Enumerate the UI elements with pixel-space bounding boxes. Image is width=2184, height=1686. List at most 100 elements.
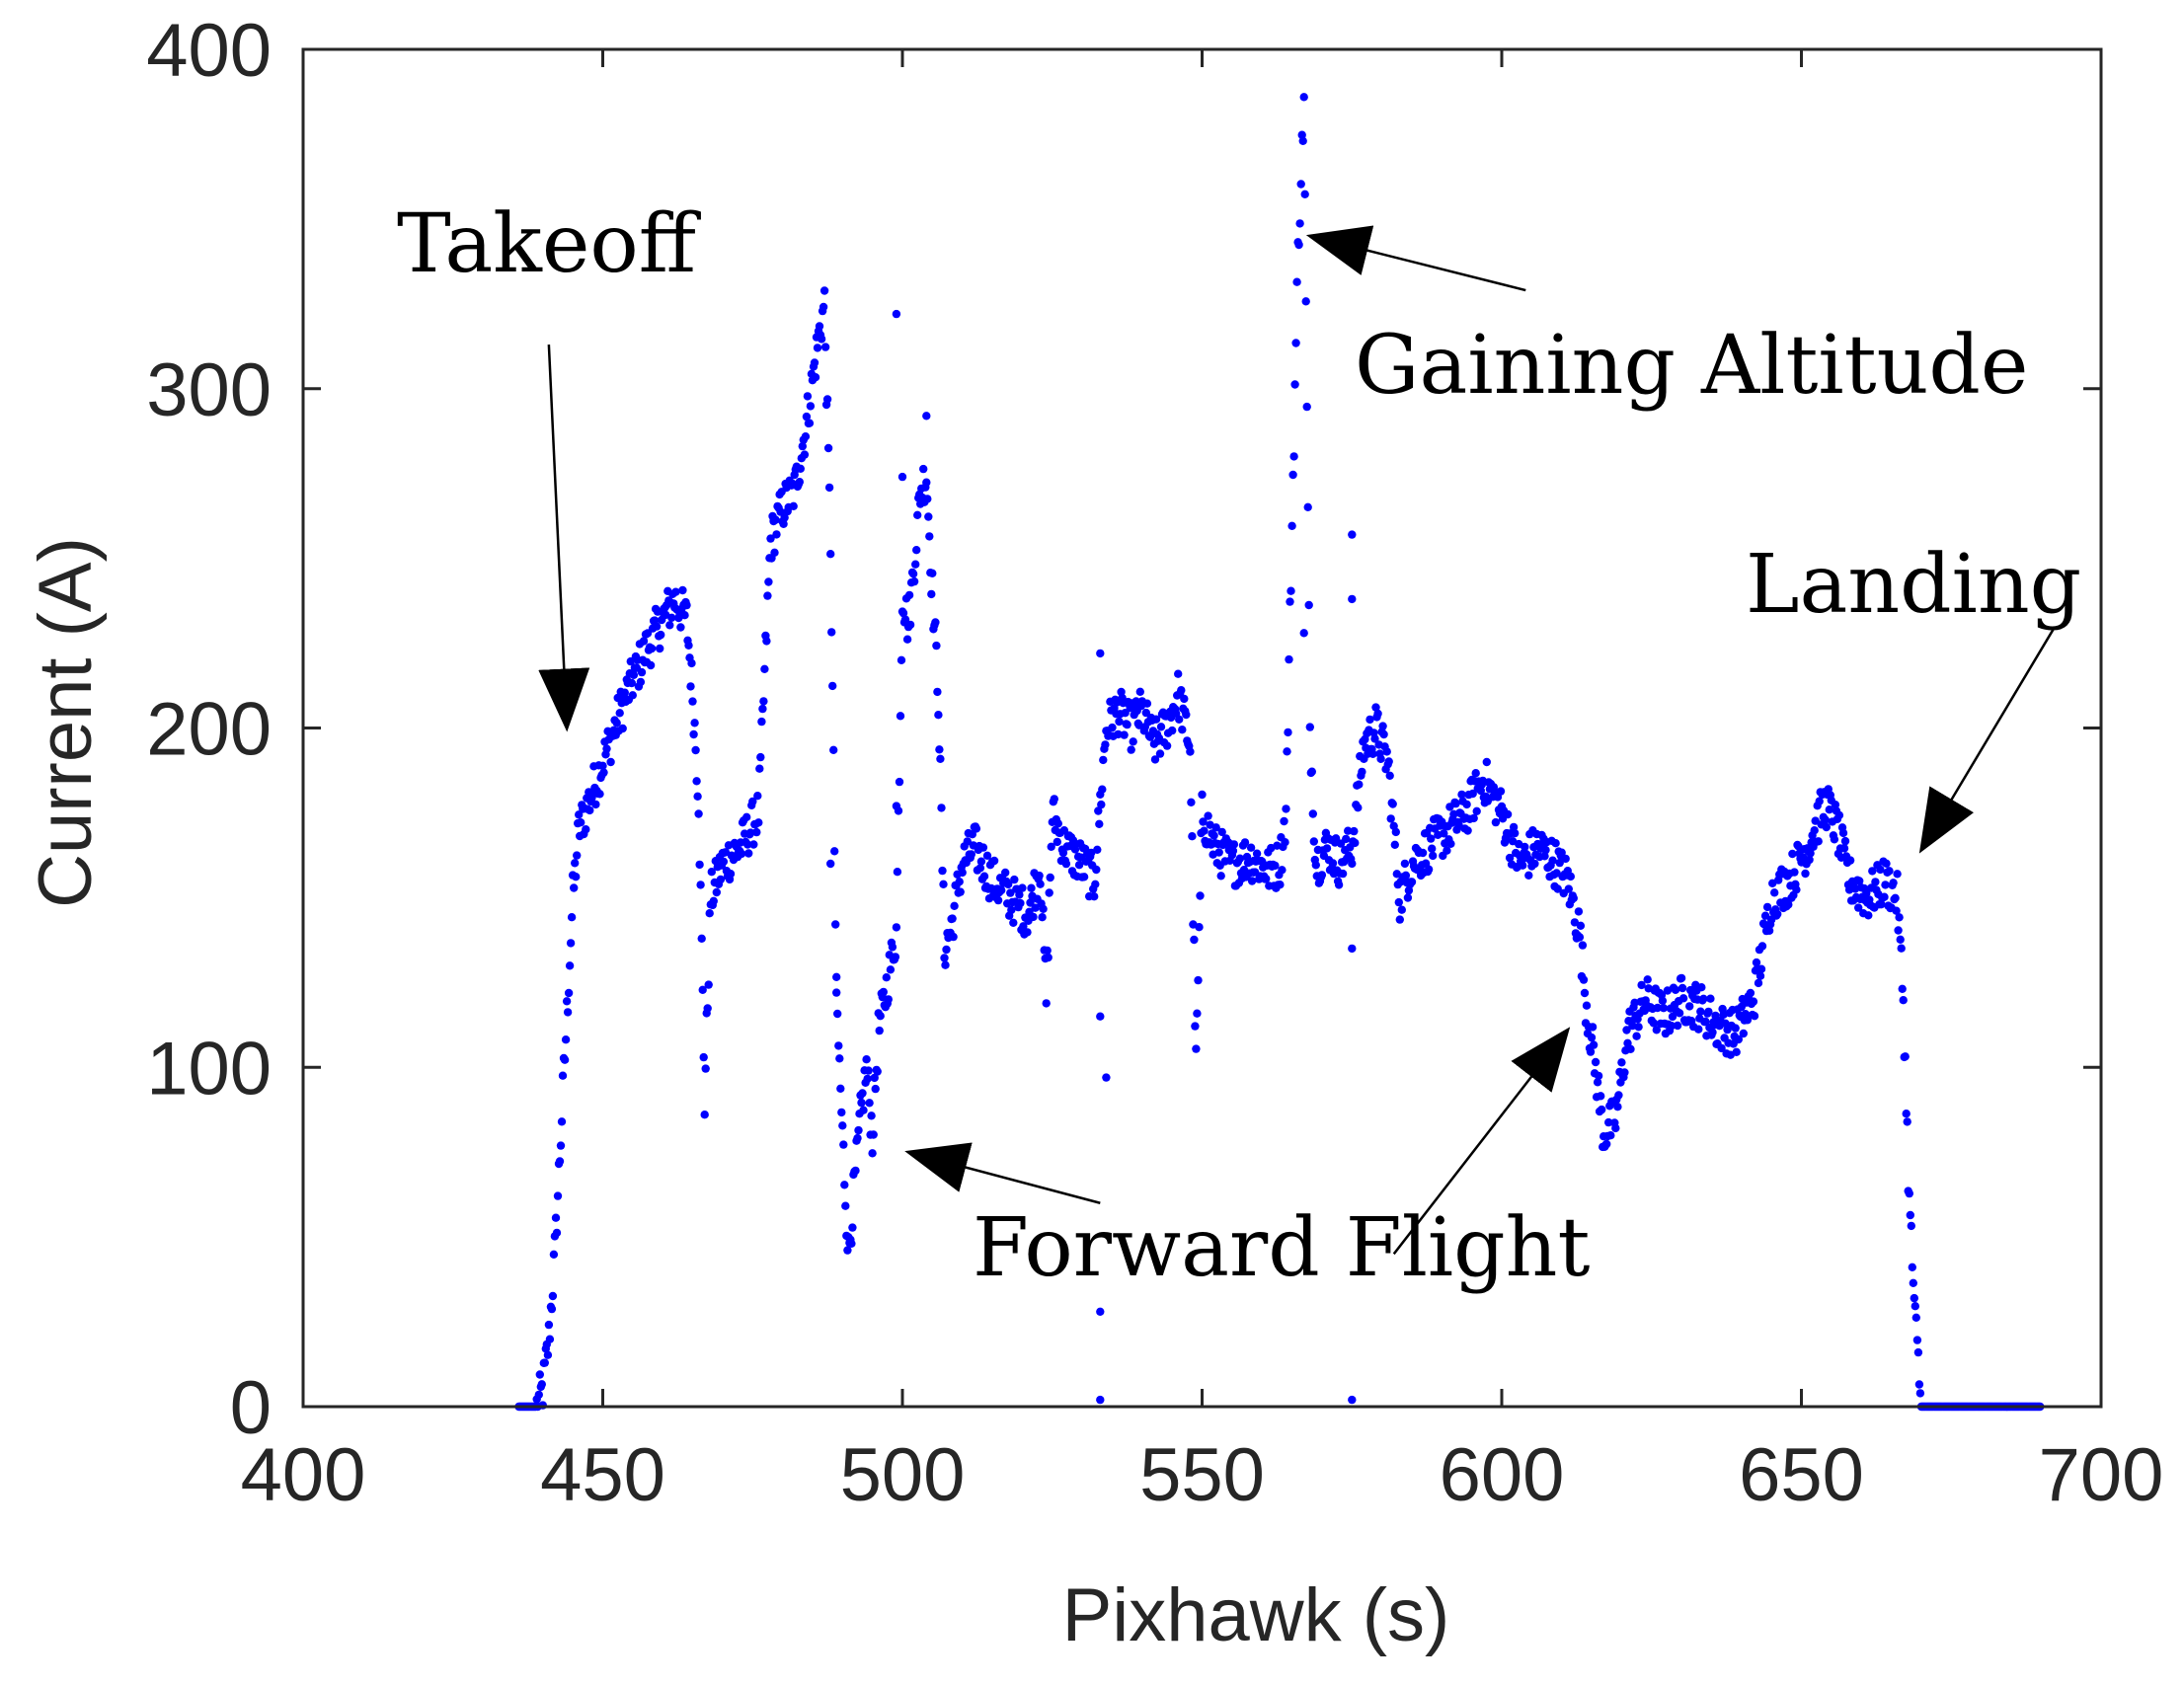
data-point bbox=[656, 644, 664, 653]
data-point bbox=[896, 712, 905, 721]
data-point bbox=[1368, 749, 1377, 758]
y-tick-label: 100 bbox=[146, 1027, 272, 1111]
data-point bbox=[573, 851, 582, 860]
data-point bbox=[1503, 809, 1513, 819]
data-point bbox=[1303, 502, 1312, 511]
data-point bbox=[726, 870, 736, 879]
data-point bbox=[1388, 800, 1397, 808]
data-point bbox=[1300, 190, 1309, 198]
data-point bbox=[1204, 811, 1212, 820]
data-point bbox=[1150, 755, 1160, 764]
data-point bbox=[1810, 826, 1819, 835]
data-point bbox=[924, 512, 933, 521]
data-point bbox=[923, 495, 932, 503]
data-point bbox=[1902, 1110, 1911, 1118]
data-point bbox=[873, 1067, 882, 1076]
data-point bbox=[756, 752, 765, 762]
data-point bbox=[1893, 870, 1902, 879]
data-point bbox=[1811, 816, 1820, 825]
data-point bbox=[1591, 1057, 1600, 1067]
data-point bbox=[749, 840, 758, 849]
data-point bbox=[1155, 749, 1165, 758]
data-point bbox=[1282, 805, 1290, 813]
data-point bbox=[566, 939, 576, 948]
data-point bbox=[871, 1084, 880, 1094]
data-point bbox=[1027, 883, 1036, 892]
data-point bbox=[909, 576, 919, 586]
data-point bbox=[1018, 883, 1027, 892]
data-point bbox=[1351, 838, 1360, 848]
data-point bbox=[771, 515, 780, 524]
data-point bbox=[936, 754, 945, 763]
data-point bbox=[1108, 723, 1117, 732]
data-point bbox=[1424, 865, 1434, 874]
data-point bbox=[758, 704, 767, 714]
data-point bbox=[1061, 859, 1071, 869]
data-point bbox=[824, 483, 834, 493]
data-point bbox=[868, 1149, 877, 1158]
data-point bbox=[1743, 1016, 1753, 1025]
data-point bbox=[1009, 918, 1018, 927]
data-point bbox=[1358, 767, 1366, 777]
data-point bbox=[1304, 600, 1313, 610]
data-point bbox=[820, 343, 830, 351]
data-point bbox=[933, 687, 942, 697]
data-point bbox=[867, 1111, 876, 1120]
data-point bbox=[682, 600, 691, 610]
data-point bbox=[547, 1304, 557, 1314]
data-point bbox=[1376, 754, 1385, 763]
data-point bbox=[1121, 709, 1130, 718]
data-point bbox=[1451, 799, 1460, 808]
data-point bbox=[864, 1066, 873, 1075]
data-point bbox=[858, 1089, 867, 1098]
data-point bbox=[1302, 402, 1311, 412]
data-point bbox=[1400, 859, 1410, 869]
data-point bbox=[707, 868, 716, 877]
data-point bbox=[904, 590, 914, 600]
data-point bbox=[1806, 849, 1815, 858]
data-point bbox=[704, 980, 713, 989]
data-point bbox=[1016, 898, 1025, 908]
x-tick-label: 500 bbox=[840, 1433, 966, 1517]
data-point bbox=[1348, 594, 1357, 604]
data-point bbox=[1001, 868, 1010, 878]
data-point bbox=[1338, 869, 1348, 879]
data-point bbox=[798, 441, 807, 451]
data-point bbox=[796, 464, 805, 473]
annotation-forward-flight: Forward Flight bbox=[973, 1201, 1590, 1295]
data-point bbox=[1099, 755, 1108, 765]
data-point bbox=[1098, 785, 1107, 794]
data-point bbox=[1287, 521, 1296, 530]
data-point bbox=[1296, 180, 1305, 189]
data-point bbox=[1058, 848, 1068, 858]
data-point bbox=[925, 532, 934, 541]
data-point bbox=[1569, 893, 1579, 903]
data-point bbox=[1868, 867, 1877, 876]
data-point bbox=[1394, 897, 1404, 907]
data-point bbox=[1395, 915, 1405, 924]
data-point bbox=[1889, 879, 1898, 887]
data-point bbox=[802, 412, 812, 422]
data-point bbox=[690, 719, 699, 728]
data-point bbox=[701, 1064, 710, 1073]
annotation-arrow bbox=[1305, 225, 1526, 292]
data-point bbox=[1739, 1029, 1749, 1038]
data-point bbox=[892, 802, 901, 810]
data-point bbox=[636, 677, 646, 687]
data-point bbox=[1773, 909, 1782, 919]
data-point bbox=[1463, 826, 1472, 835]
data-point bbox=[843, 1246, 852, 1255]
data-point bbox=[831, 920, 840, 929]
data-point bbox=[993, 895, 1003, 905]
data-point bbox=[1760, 911, 1770, 920]
data-point bbox=[1540, 852, 1549, 861]
data-point bbox=[948, 914, 957, 923]
data-point bbox=[1907, 1221, 1916, 1231]
data-point bbox=[1587, 1033, 1597, 1042]
data-point bbox=[942, 945, 951, 955]
data-point bbox=[817, 335, 826, 344]
data-point bbox=[1871, 878, 1880, 886]
data-point bbox=[1903, 1117, 1911, 1126]
data-point bbox=[1322, 844, 1332, 853]
data-point bbox=[1576, 921, 1586, 930]
